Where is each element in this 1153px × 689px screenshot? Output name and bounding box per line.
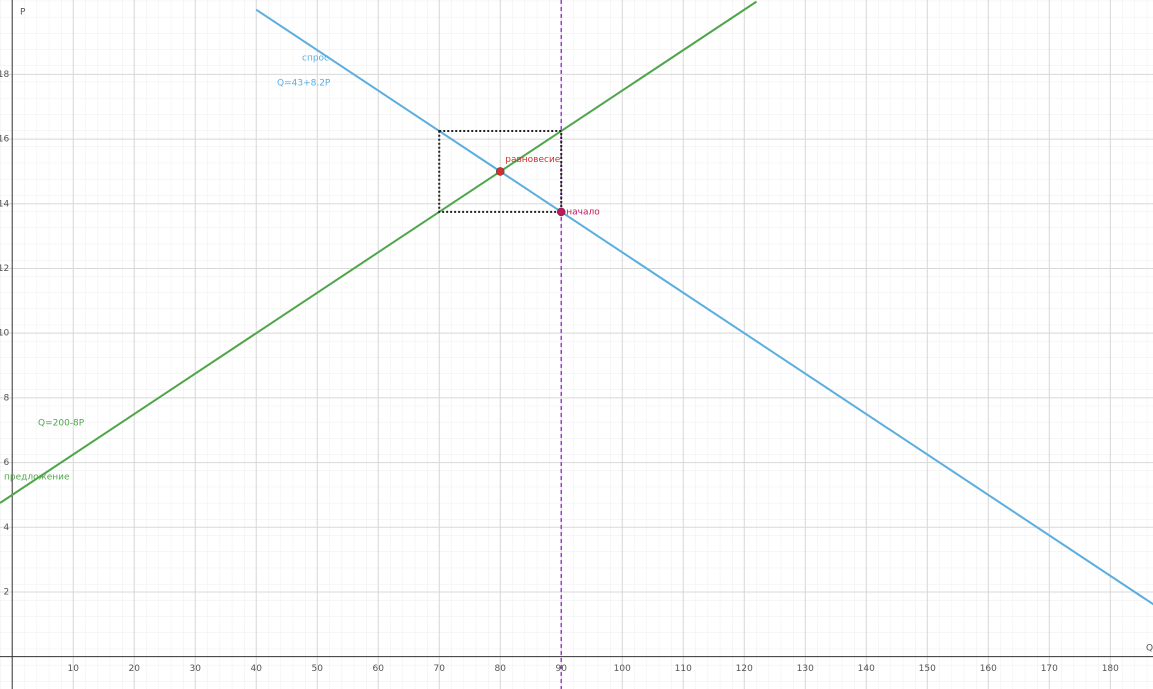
y-tick-label: 16	[0, 135, 9, 145]
x-tick-label: 10	[67, 664, 79, 674]
series-line	[0, 0, 758, 504]
x-axis-label: Q	[1146, 644, 1153, 654]
x-tick-label: 170	[1041, 664, 1058, 674]
demand-equation: Q=43+8.2P	[277, 79, 331, 89]
supply-label: предложение	[4, 473, 70, 483]
point-label: равновесие	[505, 155, 561, 165]
x-tick-label: 140	[858, 664, 875, 674]
y-tick-label: 4	[3, 523, 9, 533]
demand-label: спрос	[302, 54, 329, 64]
x-tick-label: 120	[736, 664, 753, 674]
y-axis-label: P	[20, 8, 26, 18]
supply-equation: Q=200-8P	[38, 419, 85, 429]
y-tick-label: 10	[0, 329, 9, 339]
x-tick-label: 20	[128, 664, 140, 674]
point	[556, 207, 566, 217]
x-tick-label: 100	[614, 664, 631, 674]
x-tick-label: 60	[373, 664, 385, 674]
point-label: начало	[566, 207, 600, 217]
cobweb	[438, 130, 563, 213]
x-tick-label: 50	[312, 664, 324, 674]
y-tick-label: 18	[0, 70, 9, 80]
y-tick-label: 14	[0, 199, 9, 209]
y-tick-label: 12	[0, 264, 9, 274]
x-tick-label: 90	[556, 664, 568, 674]
x-tick-label: 160	[980, 664, 997, 674]
x-tick-label: 80	[495, 664, 507, 674]
y-tick-label: 6	[3, 458, 9, 468]
series-line	[255, 8, 1153, 606]
x-tick-label: 40	[250, 664, 262, 674]
y-tick-label: 2	[3, 587, 9, 597]
x-tick-label: 150	[919, 664, 936, 674]
y-tick-label: 8	[3, 393, 9, 403]
x-tick-label: 130	[797, 664, 814, 674]
point	[495, 167, 505, 176]
x-tick-label: 30	[189, 664, 201, 674]
x-tick-label: 180	[1102, 664, 1119, 674]
x-tick-label: 110	[675, 664, 692, 674]
x-tick-label: 70	[434, 664, 446, 674]
